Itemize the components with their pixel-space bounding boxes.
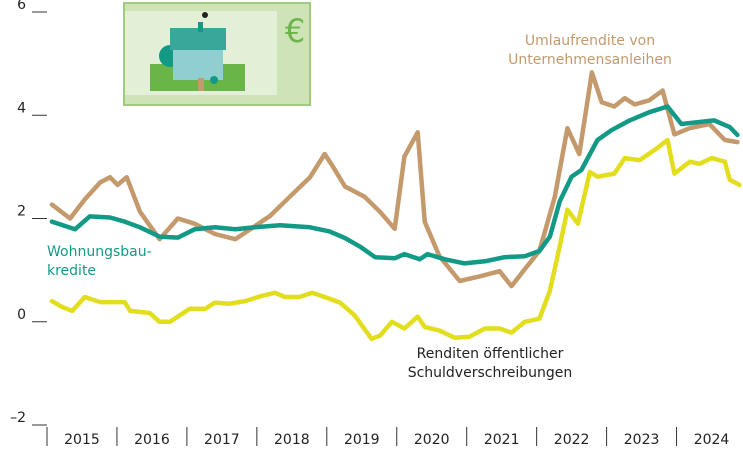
x-tick-label: 2020 [414, 432, 450, 448]
badge-roof [170, 28, 226, 50]
badge-smoke [202, 12, 208, 18]
x-tick-label: 2015 [64, 432, 100, 448]
badge-door [198, 78, 204, 91]
x-tick-label: 2022 [554, 432, 590, 448]
series-label: Umlaufrendite von Unternehmensanleihen [508, 33, 672, 68]
y-tick-label: 4 [17, 100, 26, 116]
series-label: Wohnungsbau-kredite [47, 244, 152, 279]
series-line [49, 137, 742, 342]
badge-icon: € [123, 2, 311, 106]
badge-house [173, 47, 223, 80]
y-tick-label: 6 [17, 0, 26, 13]
y-tick-label: 2 [17, 204, 26, 220]
x-tick-label: 2023 [624, 432, 660, 448]
series-line [49, 104, 740, 266]
badge-chimney [198, 22, 203, 32]
x-tick-label: 2019 [344, 432, 380, 448]
badge-bush [210, 76, 218, 84]
x-tick-label: 2024 [694, 432, 730, 448]
x-tick-label: 2018 [274, 432, 310, 448]
series-label: Renditen öffentlicher Schuldverschreibun… [407, 346, 573, 381]
y-tick-label: –2 [10, 410, 26, 426]
y-tick-label: 0 [17, 307, 26, 323]
badge-symbol: € [285, 12, 305, 50]
x-tick-label: 2017 [204, 432, 240, 448]
x-tick-label: 2021 [484, 432, 520, 448]
x-tick-label: 2016 [134, 432, 170, 448]
